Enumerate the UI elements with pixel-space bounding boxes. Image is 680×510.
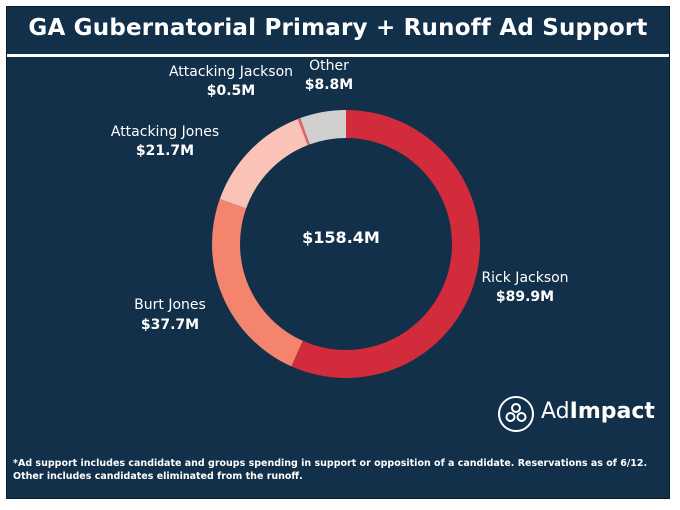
logo-text-impact: Impact <box>569 399 655 424</box>
title-divider <box>7 54 669 57</box>
center-total-label: $158.4M <box>302 228 380 247</box>
chart-title: GA Gubernatorial Primary + Runoff Ad Sup… <box>28 15 648 41</box>
donut-slices <box>211 110 480 378</box>
donut-slice-attacking-jackson <box>297 118 310 146</box>
adimpact-logo: AdImpact <box>497 395 657 435</box>
donut-slice-attacking-jones <box>219 118 308 209</box>
slice-label-attacking-jackson: Attacking Jackson <box>169 64 293 80</box>
slice-value-burt-jones: $37.7M <box>141 317 199 333</box>
slice-label-attacking-jones: Attacking Jones <box>111 124 219 140</box>
slice-value-other: $8.8M <box>305 77 353 93</box>
adimpact-logo-icon <box>498 396 534 432</box>
slice-value-rick-jackson: $89.9M <box>496 289 554 305</box>
footnote: *Ad support includes candidate and group… <box>13 458 648 482</box>
slice-label-rick-jackson: Rick Jackson <box>481 270 568 286</box>
donut-slice-other <box>300 110 346 145</box>
slice-value-attacking-jackson: $0.5M <box>207 83 255 99</box>
slice-value-attacking-jones: $21.7M <box>136 143 194 159</box>
slice-label-other: Other <box>309 58 349 74</box>
donut-chart: $158.4M Rick Jackson $89.9M Burt Jones $… <box>111 58 569 378</box>
logo-text-ad: Ad <box>541 399 570 424</box>
logo-wordmark: AdImpact <box>541 399 655 424</box>
slice-label-burt-jones: Burt Jones <box>134 297 206 313</box>
chart-frame: GA Gubernatorial Primary + Runoff Ad Sup… <box>6 6 670 499</box>
donut-slice-rick-jackson <box>291 110 480 378</box>
donut-slice-burt-jones <box>211 198 303 367</box>
